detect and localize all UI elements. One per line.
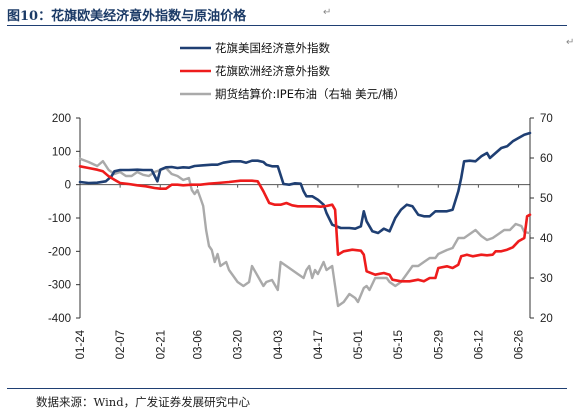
series-layer bbox=[78, 131, 532, 308]
x-tick-label: 05-29 bbox=[433, 330, 445, 359]
chart-title: 图10：花旗欧美经济意外指数与原油价格 bbox=[7, 9, 247, 24]
brent-price-line bbox=[78, 157, 532, 308]
legend-oil-label: 期货结算价:IPE布油（右轴 美元/桶） bbox=[215, 87, 405, 101]
x-tick-label: 04-17 bbox=[313, 330, 325, 359]
x-tick-label: 01-24 bbox=[75, 329, 87, 359]
right-tick-label: 20 bbox=[540, 313, 553, 325]
eu-surprise-line bbox=[78, 165, 532, 283]
right-tick-label: 50 bbox=[540, 193, 553, 205]
right-tick-label: 30 bbox=[540, 273, 553, 285]
right-mark: ↵ bbox=[566, 37, 575, 48]
bottom-rule bbox=[7, 388, 567, 389]
x-tick-label: 06-26 bbox=[514, 330, 526, 359]
right-axis: 20 30 40 50 60 70 bbox=[529, 113, 553, 325]
left-tick-label: -400 bbox=[48, 313, 71, 325]
x-tick-label: 03-06 bbox=[193, 330, 205, 359]
left-tick-label: 200 bbox=[52, 113, 71, 125]
x-tick-label: 05-01 bbox=[353, 330, 365, 359]
x-tick-label: 03-20 bbox=[233, 330, 245, 359]
x-axis: 01-24 02-07 02-21 03-06 03-20 04-03 04-17 05-01… bbox=[75, 184, 526, 359]
title-rule bbox=[7, 25, 567, 26]
legend-us-label: 花旗美国经济意外指数 bbox=[215, 41, 330, 55]
left-tick-label: -300 bbox=[48, 280, 71, 292]
us-surprise-line bbox=[78, 131, 532, 235]
source-note: 数据来源：Wind，广发证券发展研究中心 bbox=[36, 395, 251, 409]
return-mark: ↵ bbox=[323, 7, 332, 18]
legend-eu-label: 花旗欧洲经济意外指数 bbox=[215, 64, 330, 78]
left-axis: -400 -300 -200 -100 0 100 200 bbox=[48, 113, 81, 325]
left-tick-label: 100 bbox=[52, 146, 71, 158]
left-tick-label: -200 bbox=[48, 246, 71, 258]
right-tick-label: 40 bbox=[540, 233, 553, 245]
left-tick-label: 0 bbox=[65, 180, 71, 192]
x-tick-label: 02-21 bbox=[155, 330, 167, 359]
left-tick-label: -100 bbox=[48, 213, 71, 225]
x-tick-label: 05-15 bbox=[393, 330, 405, 359]
right-tick-label: 60 bbox=[540, 153, 553, 165]
x-tick-label: 06-12 bbox=[473, 330, 485, 359]
x-tick-label: 04-03 bbox=[273, 330, 285, 359]
right-tick-label: 70 bbox=[540, 113, 553, 125]
x-tick-label: 02-07 bbox=[115, 330, 127, 359]
